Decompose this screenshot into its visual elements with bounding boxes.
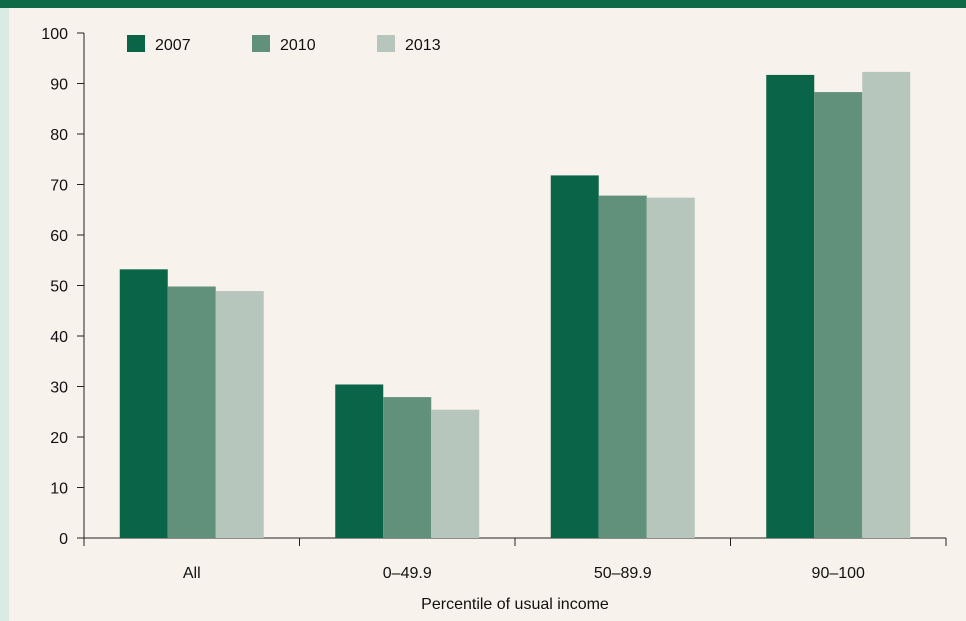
x-tick-label: 50–89.9 — [594, 565, 652, 582]
y-tick-label: 100 — [41, 26, 68, 43]
legend-label-2010: 2010 — [280, 37, 316, 54]
bar-2013-2 — [431, 409, 480, 538]
top-accent-bar — [0, 0, 966, 8]
legend-swatch-2010 — [252, 35, 270, 52]
y-tick-label: 0 — [59, 531, 68, 548]
y-tick-label: 60 — [50, 228, 68, 245]
y-tick-label: 80 — [50, 127, 68, 144]
y-tick-label: 20 — [50, 430, 68, 447]
y-tick-label: 90 — [50, 77, 68, 94]
bar-2013-4 — [862, 71, 911, 538]
legend-label-2007: 2007 — [155, 37, 191, 54]
bar-2010-3 — [598, 195, 647, 539]
y-axis: 0 10 20 30 40 50 60 70 80 90 100 — [41, 26, 85, 548]
x-tick-label: All — [183, 565, 201, 582]
x-axis: All 0–49.9 50–89.9 90–100 — [83, 537, 947, 582]
bar-2007-1 — [119, 269, 168, 538]
bar-2007-3 — [550, 175, 599, 538]
y-tick-label: 10 — [50, 481, 68, 498]
y-tick-label: 30 — [50, 380, 68, 397]
legend-label-2013: 2013 — [405, 37, 441, 54]
y-tick-label: 70 — [50, 178, 68, 195]
bars — [119, 71, 911, 539]
legend-swatch-2013 — [377, 35, 395, 52]
bar-2007-4 — [766, 74, 815, 538]
y-tick-label: 40 — [50, 329, 68, 346]
bar-2010-1 — [167, 286, 216, 538]
x-tick-label: 90–100 — [812, 565, 865, 582]
legend: 2007 2010 2013 — [127, 35, 441, 54]
bar-2010-4 — [814, 92, 863, 539]
y-tick-label: 50 — [50, 279, 68, 296]
x-tick-label: 0–49.9 — [383, 565, 432, 582]
bar-2010-2 — [383, 397, 432, 538]
x-axis-title: Percentile of usual income — [421, 596, 609, 613]
legend-swatch-2007 — [127, 35, 145, 52]
bar-2013-1 — [215, 291, 264, 538]
bar-2013-3 — [646, 197, 695, 538]
bar-2007-2 — [335, 384, 384, 538]
